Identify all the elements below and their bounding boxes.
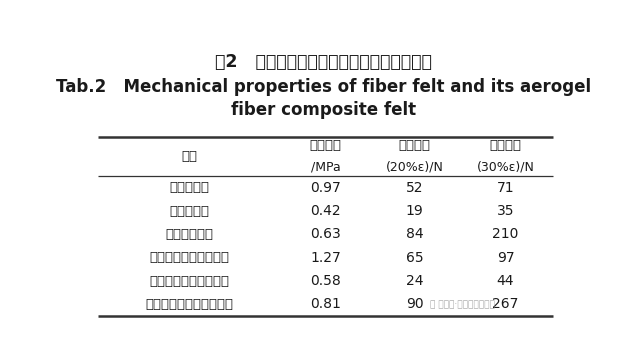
Text: (20%ε)/N: (20%ε)/N bbox=[386, 161, 444, 174]
Text: 71: 71 bbox=[497, 181, 514, 195]
Text: 90: 90 bbox=[406, 298, 423, 311]
Text: fiber composite felt: fiber composite felt bbox=[231, 101, 416, 119]
Text: 44: 44 bbox=[497, 274, 514, 288]
Text: 1.27: 1.27 bbox=[310, 251, 341, 265]
Text: 样品: 样品 bbox=[181, 150, 198, 163]
Text: 表2   纤维毡及其气凝胶纤维复合毡机械性能: 表2 纤维毡及其气凝胶纤维复合毡机械性能 bbox=[215, 53, 432, 71]
Text: Tab.2   Mechanical properties of fiber felt and its aerogel: Tab.2 Mechanical properties of fiber fel… bbox=[56, 78, 591, 96]
Text: 0.63: 0.63 bbox=[310, 227, 341, 241]
Text: 玻璃纤维毡: 玻璃纤维毡 bbox=[169, 181, 209, 194]
Text: 97: 97 bbox=[497, 251, 514, 265]
Text: 拉伸强度: 拉伸强度 bbox=[310, 139, 342, 152]
Text: (30%ε)/N: (30%ε)/N bbox=[476, 161, 534, 174]
Text: 0.58: 0.58 bbox=[310, 274, 341, 288]
Text: 压缩强度: 压缩强度 bbox=[490, 139, 521, 152]
Text: 24: 24 bbox=[406, 274, 423, 288]
Text: 19: 19 bbox=[406, 204, 423, 218]
Text: 玄武岩纤维毡: 玄武岩纤维毡 bbox=[165, 228, 213, 241]
Text: 压缩强度: 压缩强度 bbox=[399, 139, 430, 152]
Text: 气凝胶玄武岩纤维复合毡: 气凝胶玄武岩纤维复合毡 bbox=[145, 298, 233, 311]
Text: /MPa: /MPa bbox=[311, 161, 341, 174]
Text: 35: 35 bbox=[497, 204, 514, 218]
Text: 气凝胶陶瓷纤维复合毡: 气凝胶陶瓷纤维复合毡 bbox=[150, 275, 230, 287]
Text: 📱 公众号·艾邦气凝胶论坛: 📱 公众号·艾邦气凝胶论坛 bbox=[430, 300, 495, 309]
Text: 0.97: 0.97 bbox=[310, 181, 341, 195]
Text: 52: 52 bbox=[406, 181, 423, 195]
Text: 267: 267 bbox=[492, 298, 519, 311]
Text: 气凝胶玻璃纤维复合毡: 气凝胶玻璃纤维复合毡 bbox=[150, 251, 230, 264]
Text: 陶瓷纤维毡: 陶瓷纤维毡 bbox=[169, 205, 209, 218]
Text: 84: 84 bbox=[406, 227, 423, 241]
Text: 0.81: 0.81 bbox=[310, 298, 341, 311]
Text: 0.42: 0.42 bbox=[310, 204, 341, 218]
Text: 210: 210 bbox=[492, 227, 519, 241]
Text: 65: 65 bbox=[406, 251, 423, 265]
